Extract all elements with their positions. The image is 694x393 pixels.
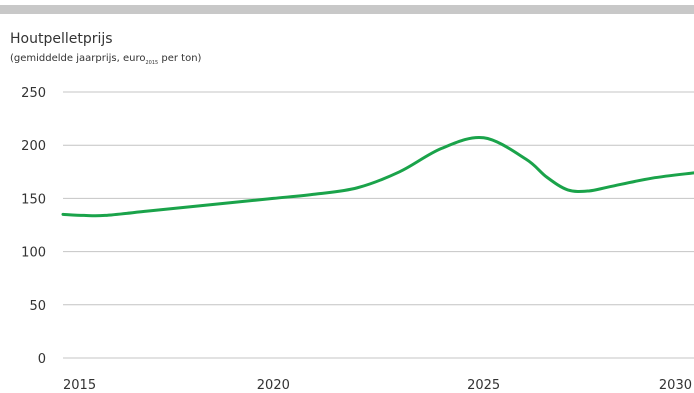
y-tick-label: 250 [21,86,46,101]
x-tick-label: 2020 [257,378,290,393]
y-tick-label: 0 [38,352,46,367]
series-line-0 [61,135,694,218]
chart-subtitle: (gemiddelde jaarprijs, euro2015 per ton) [10,53,201,66]
y-tick-label: 150 [21,192,46,207]
y-tick-label: 200 [21,139,46,154]
x-tick-label: 2015 [63,378,96,393]
x-tick-label: 2025 [467,378,500,393]
subtitle-prefix: (gemiddelde jaarprijs, euro [10,53,146,64]
chart-title: Houtpelletprijs [10,31,113,47]
y-tick-label: 100 [21,246,46,261]
subtitle-suffix: per ton) [158,53,202,64]
x-tick-label: 2030 [659,378,692,393]
header-bar [0,5,694,14]
y-tick-label: 50 [29,299,46,314]
subtitle-subscript: 2015 [145,60,159,66]
